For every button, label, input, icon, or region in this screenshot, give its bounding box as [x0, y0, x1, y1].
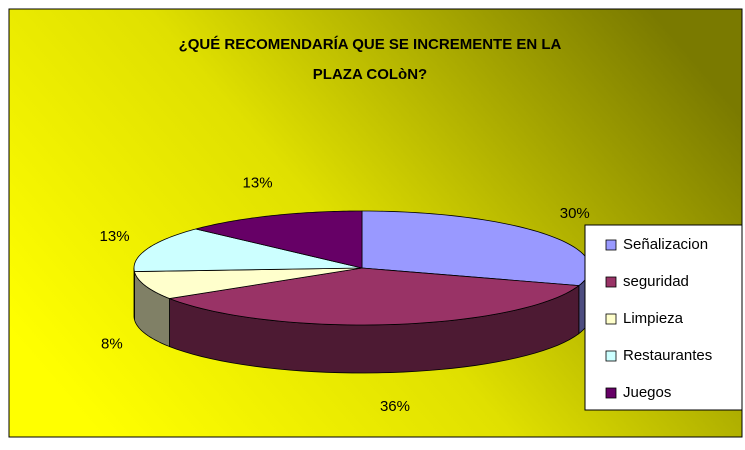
- legend-swatch: [605, 387, 617, 399]
- chart-title: ¿QUÉ RECOMENDARÍA QUE SE INCREMENTE EN L…: [178, 36, 562, 83]
- legend-label: Restaurantes: [623, 347, 712, 364]
- legend-swatch: [605, 350, 617, 362]
- data-label: 36%: [380, 398, 410, 415]
- pie-slice: [133, 267, 363, 299]
- legend: Señalizacion seguridad Limpieza Restaurante…: [605, 236, 712, 401]
- pie-slice: [167, 267, 580, 326]
- legend-label: seguridad: [623, 273, 689, 290]
- legend-swatch: [605, 239, 617, 251]
- data-label: 30%: [560, 205, 590, 222]
- data-label: 13%: [100, 228, 130, 245]
- legend-label: Limpieza: [623, 310, 684, 327]
- legend-label: Señalizacion: [623, 236, 708, 253]
- legend-label: Juegos: [623, 384, 671, 401]
- pie-slice: [195, 210, 363, 269]
- pie: [133, 210, 591, 374]
- data-label: 13%: [243, 175, 273, 192]
- legend-swatch: [605, 276, 617, 288]
- data-label: 8%: [101, 335, 123, 352]
- pie-slice: [133, 228, 363, 272]
- legend-swatch: [605, 313, 617, 325]
